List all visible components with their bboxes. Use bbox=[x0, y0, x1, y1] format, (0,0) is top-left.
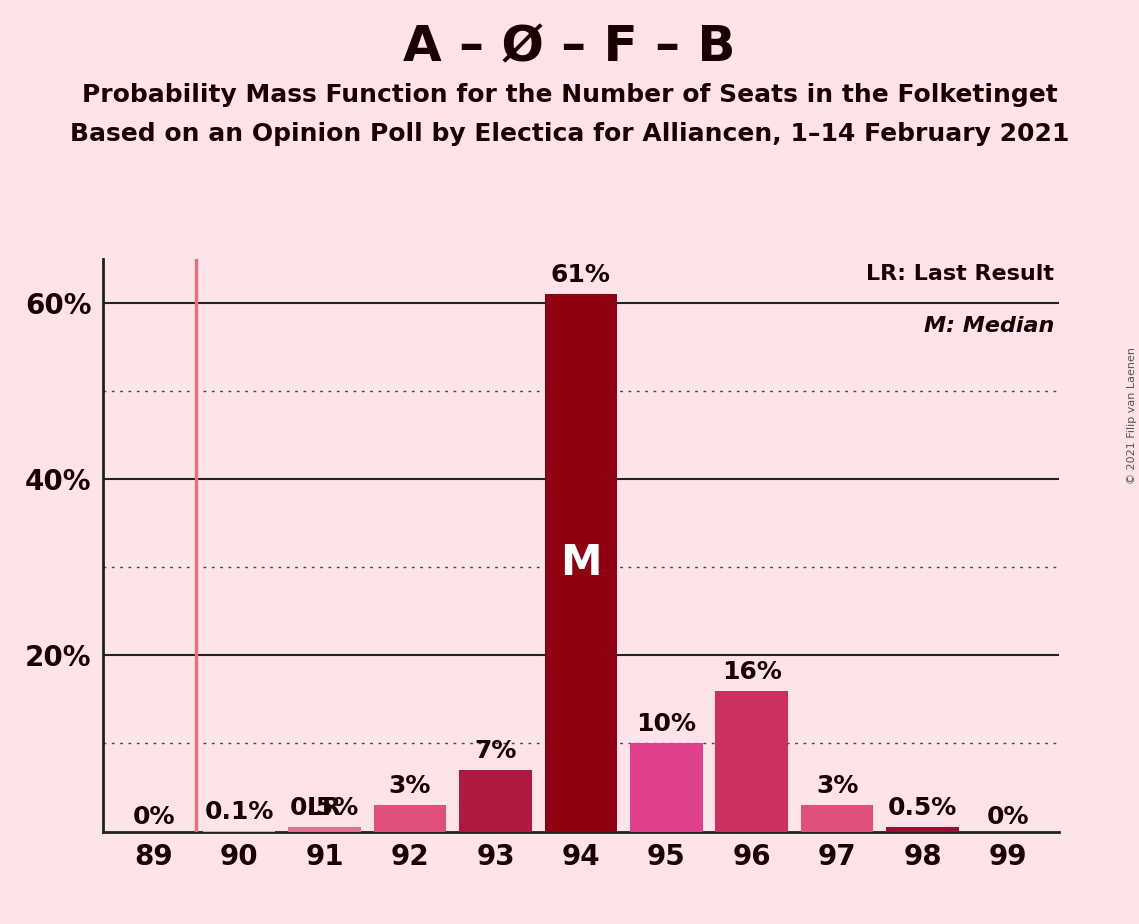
Text: 0%: 0% bbox=[132, 805, 175, 829]
Text: M: M bbox=[560, 541, 601, 584]
Text: 61%: 61% bbox=[551, 263, 611, 287]
Text: A – Ø – F – B: A – Ø – F – B bbox=[403, 23, 736, 71]
Bar bbox=[459, 770, 532, 832]
Text: 16%: 16% bbox=[722, 660, 781, 684]
Text: 10%: 10% bbox=[637, 712, 696, 736]
Bar bbox=[801, 805, 874, 832]
Text: Probability Mass Function for the Number of Seats in the Folketinget: Probability Mass Function for the Number… bbox=[82, 83, 1057, 107]
Text: 0%: 0% bbox=[986, 805, 1030, 829]
Text: 0.5%: 0.5% bbox=[290, 796, 359, 821]
Text: 0.5%: 0.5% bbox=[888, 796, 957, 821]
Text: 0.1%: 0.1% bbox=[205, 799, 273, 823]
Text: Based on an Opinion Poll by Electica for Alliancen, 1–14 February 2021: Based on an Opinion Poll by Electica for… bbox=[69, 122, 1070, 146]
Text: LR: Last Result: LR: Last Result bbox=[867, 264, 1055, 285]
Text: 7%: 7% bbox=[474, 739, 517, 763]
Bar bbox=[630, 744, 703, 832]
Bar bbox=[715, 690, 788, 832]
Text: 3%: 3% bbox=[816, 774, 859, 798]
Bar bbox=[886, 827, 959, 832]
Text: © 2021 Filip van Laenen: © 2021 Filip van Laenen bbox=[1126, 347, 1137, 484]
Bar bbox=[288, 827, 361, 832]
Bar bbox=[374, 805, 446, 832]
Text: 3%: 3% bbox=[388, 774, 432, 798]
Text: LR: LR bbox=[308, 796, 342, 821]
Bar bbox=[544, 294, 617, 832]
Text: M: Median: M: Median bbox=[924, 316, 1055, 336]
